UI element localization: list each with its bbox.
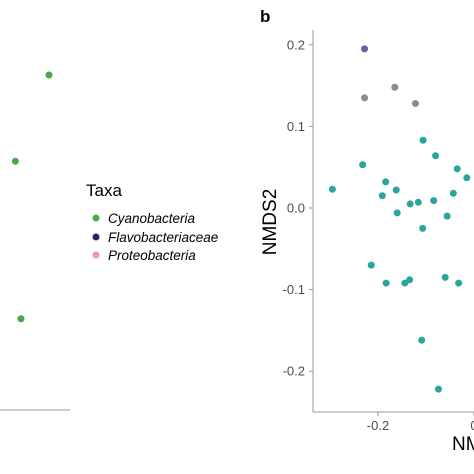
data-point xyxy=(443,212,451,220)
data-point xyxy=(430,197,438,205)
legend-item: Cyanobacteria xyxy=(92,211,196,226)
legend-title: Taxa xyxy=(86,181,122,200)
panel-b-points xyxy=(328,45,471,393)
y-axis-title: NMDS2 xyxy=(260,189,281,256)
data-point xyxy=(392,186,400,194)
data-point xyxy=(419,224,427,232)
legend: Taxa Cyanobacteria Flavobacteriaceae Pro… xyxy=(86,181,218,263)
data-point xyxy=(406,200,414,208)
panel-b: b 0.2 0.1 0.0 -0.1 -0.2 -0.2 0 NMDS2 NM xyxy=(260,7,474,455)
legend-label: Cyanobacteria xyxy=(108,211,196,226)
legend-item: Proteobacteria xyxy=(92,248,196,263)
data-point xyxy=(449,189,457,197)
data-point xyxy=(361,94,369,102)
data-point xyxy=(378,192,386,200)
data-point xyxy=(463,174,471,182)
y-tick-label: 0.2 xyxy=(287,37,305,52)
x-tick-label: -0.2 xyxy=(367,418,389,433)
legend-item: Flavobacteriaceae xyxy=(92,230,218,245)
x-ticks: -0.2 0 xyxy=(367,412,474,433)
data-point xyxy=(359,161,367,169)
data-point xyxy=(382,279,390,287)
data-point xyxy=(391,83,399,91)
legend-label: Flavobacteriaceae xyxy=(108,230,218,245)
data-point xyxy=(367,261,375,269)
panel-label-b: b xyxy=(260,7,270,26)
data-point xyxy=(45,71,53,79)
y-tick-label: 0.0 xyxy=(287,201,305,216)
x-tick-label: 0 xyxy=(470,418,474,433)
y-tick-label: 0.1 xyxy=(287,119,305,134)
data-point xyxy=(419,136,427,144)
legend-swatch xyxy=(92,214,100,222)
y-ticks: 0.2 0.1 0.0 -0.1 -0.2 xyxy=(283,37,313,379)
data-point xyxy=(432,152,440,160)
data-point xyxy=(17,315,25,323)
legend-swatch xyxy=(92,251,100,259)
data-point xyxy=(328,185,336,193)
data-point xyxy=(441,273,449,281)
data-point xyxy=(414,198,422,206)
data-point xyxy=(453,165,461,173)
legend-swatch xyxy=(92,233,100,241)
legend-label: Proteobacteria xyxy=(108,248,196,263)
panel-a xyxy=(0,71,70,411)
y-tick-label: -0.2 xyxy=(283,364,305,379)
data-point xyxy=(434,385,442,393)
data-point xyxy=(11,157,19,165)
y-tick-label: -0.1 xyxy=(283,282,305,297)
x-axis-title: NM xyxy=(452,434,474,455)
data-point xyxy=(418,336,426,344)
data-point xyxy=(455,279,463,287)
data-point xyxy=(393,209,401,217)
data-point xyxy=(361,45,369,53)
data-point xyxy=(411,100,419,108)
data-point xyxy=(406,276,414,284)
data-point xyxy=(382,178,390,186)
panel-a-points xyxy=(11,71,53,323)
